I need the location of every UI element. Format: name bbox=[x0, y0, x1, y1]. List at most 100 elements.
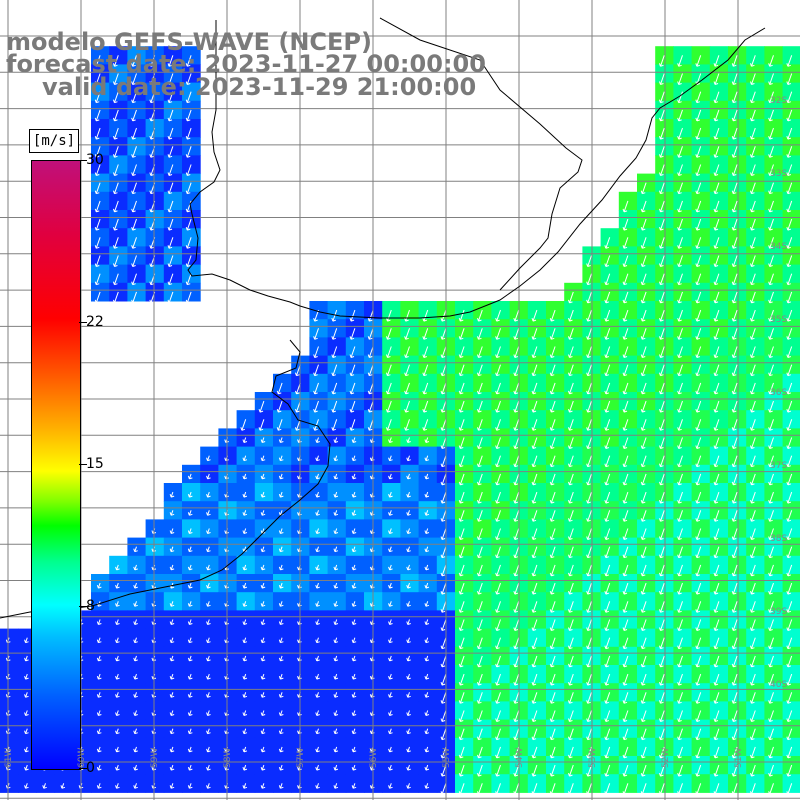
wind-arrow bbox=[333, 564, 339, 571]
wind-arrow bbox=[242, 455, 248, 462]
wind-arrow bbox=[476, 710, 483, 722]
wind-arrow bbox=[476, 692, 483, 704]
wind-arrow bbox=[549, 546, 556, 559]
wind-arrow bbox=[567, 491, 574, 504]
wind-arrow bbox=[440, 491, 447, 504]
wind-arrow bbox=[731, 200, 738, 213]
wind-arrow bbox=[385, 328, 392, 340]
wind-arrow bbox=[622, 291, 629, 304]
wind-arrow bbox=[677, 655, 683, 668]
wind-arrow bbox=[115, 582, 120, 589]
wind-arrow bbox=[640, 182, 647, 195]
wind-arrow bbox=[458, 637, 465, 650]
wind-arrow bbox=[567, 291, 574, 304]
wind-arrow bbox=[206, 692, 211, 698]
wind-arrow bbox=[567, 601, 574, 613]
wind-arrow bbox=[786, 510, 793, 522]
wind-arrow bbox=[567, 728, 574, 741]
wind-arrow bbox=[513, 601, 520, 613]
wind-arrow bbox=[604, 400, 611, 413]
wind-arrow bbox=[549, 328, 556, 340]
wind-arrow bbox=[677, 73, 683, 85]
wind-arrow bbox=[260, 473, 266, 480]
wind-arrow bbox=[112, 237, 119, 249]
wind-arrow bbox=[731, 218, 738, 231]
wind-arrow bbox=[406, 619, 411, 625]
wind-arrow bbox=[713, 746, 720, 759]
wind-arrow bbox=[768, 746, 774, 759]
wind-arrow bbox=[713, 637, 720, 650]
wind-arrow bbox=[476, 783, 483, 795]
wind-arrow bbox=[260, 783, 266, 789]
wind-arrow bbox=[549, 710, 556, 722]
wind-arrow bbox=[604, 564, 611, 577]
wind-arrow bbox=[187, 764, 193, 771]
wind-arrow bbox=[187, 783, 193, 789]
wind-arrow bbox=[133, 746, 138, 753]
wind-arrow bbox=[513, 619, 520, 631]
wind-arrow bbox=[786, 382, 793, 395]
wind-arrow bbox=[677, 619, 683, 631]
wind-arrow bbox=[531, 582, 538, 595]
wind-arrow bbox=[260, 746, 266, 753]
wind-arrow bbox=[695, 364, 702, 377]
wind-arrow bbox=[695, 328, 702, 340]
wind-arrow bbox=[677, 728, 683, 741]
wind-arrow bbox=[406, 746, 411, 753]
wind-arrow bbox=[695, 127, 702, 140]
wind-arrow bbox=[458, 309, 465, 322]
wind-arrow bbox=[185, 291, 192, 304]
wind-arrow bbox=[677, 528, 683, 540]
wind-arrow bbox=[586, 619, 592, 631]
wind-arrow bbox=[96, 783, 102, 789]
wind-arrow bbox=[604, 528, 611, 540]
wind-arrow bbox=[658, 73, 665, 85]
wind-arrow bbox=[658, 728, 665, 741]
wind-arrow bbox=[187, 710, 193, 716]
wind-arrow bbox=[388, 510, 393, 516]
wind-arrow bbox=[731, 55, 738, 67]
wind-arrow bbox=[349, 400, 356, 413]
wind-arrow bbox=[768, 109, 774, 122]
wind-arrow bbox=[315, 510, 320, 516]
wind-arrow bbox=[167, 127, 174, 140]
wind-arrow bbox=[749, 127, 756, 140]
wind-arrow bbox=[640, 528, 647, 540]
wind-arrow bbox=[315, 783, 320, 789]
wind-arrow bbox=[24, 637, 29, 644]
wind-arrow bbox=[567, 655, 574, 668]
wind-arrow bbox=[713, 601, 720, 613]
wind-arrow bbox=[315, 546, 320, 553]
wind-arrow bbox=[333, 710, 339, 716]
wind-arrow bbox=[115, 783, 120, 789]
wind-arrow bbox=[96, 582, 102, 589]
wind-arrow bbox=[331, 328, 338, 340]
wind-arrow bbox=[112, 291, 119, 304]
wind-arrow bbox=[242, 764, 248, 771]
wind-arrow bbox=[749, 491, 756, 504]
wind-arrow bbox=[406, 564, 411, 571]
wind-arrow bbox=[640, 655, 647, 668]
wind-arrow bbox=[622, 510, 629, 522]
longitude-label: 57W bbox=[296, 747, 306, 768]
wind-arrow bbox=[440, 400, 447, 413]
wind-arrow bbox=[640, 673, 647, 686]
wind-arrow bbox=[713, 783, 720, 795]
wind-arrow bbox=[768, 328, 774, 340]
colorbar-tick-label: 22 bbox=[86, 314, 104, 331]
wind-arrow bbox=[278, 437, 284, 443]
wind-arrow bbox=[749, 382, 756, 395]
wind-arrow bbox=[131, 164, 137, 176]
wind-arrow bbox=[187, 601, 193, 607]
wind-arrow bbox=[112, 127, 119, 140]
wind-arrow bbox=[567, 382, 574, 395]
longitude-label: 53W bbox=[588, 747, 598, 768]
wind-arrow bbox=[440, 582, 447, 595]
wind-arrow bbox=[440, 764, 447, 777]
wind-arrow bbox=[695, 291, 702, 304]
wind-arrow bbox=[640, 364, 647, 377]
wind-arrow bbox=[133, 728, 138, 735]
wind-arrow bbox=[476, 728, 483, 741]
wind-arrow bbox=[604, 637, 611, 650]
wind-arrow bbox=[458, 546, 465, 559]
